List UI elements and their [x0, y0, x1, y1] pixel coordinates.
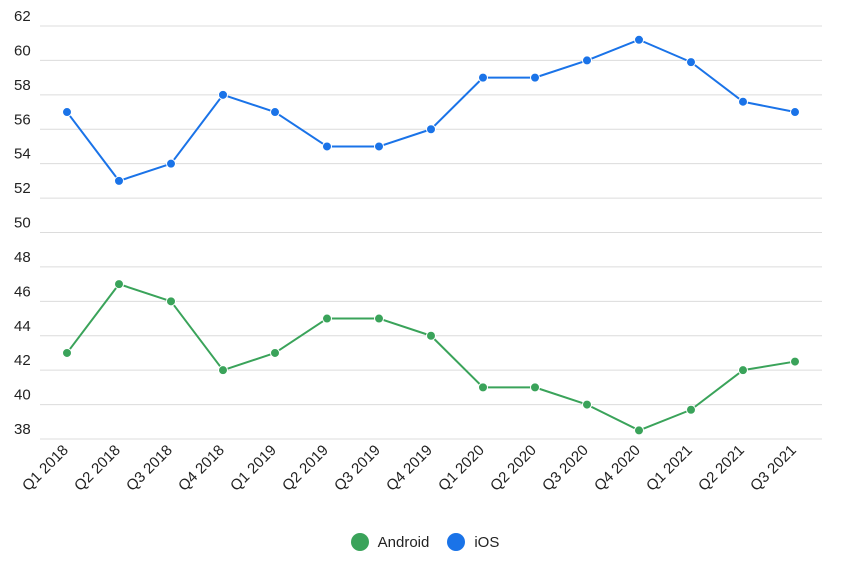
data-point-ios[interactable] — [478, 72, 488, 83]
data-point-android[interactable] — [322, 313, 332, 324]
data-point-android[interactable] — [218, 365, 228, 376]
y-tick-label: 58 — [14, 77, 31, 94]
y-tick-label: 44 — [14, 318, 31, 335]
y-tick-label: 48 — [14, 249, 31, 266]
data-point-ios[interactable] — [270, 107, 280, 118]
legend: Android iOS — [0, 533, 850, 551]
data-point-android[interactable] — [634, 425, 644, 436]
x-tick-label: Q2 2020 — [487, 442, 540, 495]
data-point-ios[interactable] — [166, 158, 176, 169]
legend-item-android[interactable]: Android — [350, 533, 430, 551]
series-line-android — [66, 283, 796, 432]
x-tick-label: Q1 2021 — [643, 442, 696, 495]
series-line-ios — [66, 38, 796, 182]
data-point-android[interactable] — [530, 382, 540, 393]
data-point-ios[interactable] — [114, 175, 124, 186]
y-tick-label: 46 — [14, 283, 31, 300]
x-tick-label: Q2 2018 — [71, 442, 124, 495]
data-point-ios[interactable] — [322, 141, 332, 152]
y-tick-label: 42 — [14, 352, 31, 369]
series-ios — [62, 34, 800, 186]
data-point-ios[interactable] — [790, 107, 800, 118]
data-point-android[interactable] — [686, 404, 696, 415]
data-point-ios[interactable] — [686, 57, 696, 68]
data-point-ios[interactable] — [582, 55, 592, 66]
x-tick-label: Q2 2019 — [279, 442, 332, 495]
data-point-android[interactable] — [270, 347, 280, 358]
data-point-android[interactable] — [62, 347, 72, 358]
x-tick-label: Q2 2021 — [695, 442, 748, 495]
x-tick-label: Q3 2019 — [331, 442, 384, 495]
series-layer — [62, 34, 800, 436]
x-tick-label: Q3 2018 — [123, 442, 176, 495]
y-tick-label: 56 — [14, 111, 31, 128]
data-point-ios[interactable] — [426, 124, 436, 135]
data-point-android[interactable] — [426, 330, 436, 341]
data-point-android[interactable] — [114, 279, 124, 290]
y-tick-label: 54 — [14, 146, 31, 163]
x-tick-label: Q4 2020 — [591, 442, 644, 495]
data-point-ios[interactable] — [530, 72, 540, 83]
data-point-android[interactable] — [582, 399, 592, 410]
x-axis-tick-labels: Q1 2018 Q2 2018 Q3 2018 Q4 2018 Q1 2019 Q2 20… — [19, 442, 800, 495]
y-tick-label: 62 — [14, 8, 31, 25]
y-axis-tick-labels: 38 40 42 44 46 48 50 52 54 56 58 60 62 — [14, 8, 31, 438]
data-point-android[interactable] — [738, 365, 748, 376]
data-point-android[interactable] — [374, 313, 384, 324]
data-point-ios[interactable] — [738, 96, 748, 107]
y-tick-label: 52 — [14, 180, 31, 197]
data-point-ios[interactable] — [634, 34, 644, 45]
series-android — [62, 279, 800, 436]
data-point-android[interactable] — [478, 382, 488, 393]
y-tick-label: 40 — [14, 387, 31, 404]
x-tick-label: Q1 2018 — [19, 442, 72, 495]
data-point-ios[interactable] — [218, 89, 228, 100]
legend-item-ios[interactable]: iOS — [447, 533, 499, 551]
x-tick-label: Q3 2021 — [747, 442, 800, 495]
gridlines — [40, 25, 822, 440]
x-tick-label: Q1 2020 — [435, 442, 488, 495]
y-tick-label: 50 — [14, 215, 31, 232]
x-tick-label: Q3 2020 — [539, 442, 592, 495]
x-tick-label: Q4 2019 — [383, 442, 436, 495]
x-tick-label: Q4 2018 — [175, 442, 228, 495]
legend-ios-label: iOS — [474, 533, 500, 551]
x-tick-label: Q1 2019 — [227, 442, 280, 495]
y-tick-label: 60 — [14, 42, 31, 59]
data-point-android[interactable] — [790, 356, 800, 367]
data-point-android[interactable] — [166, 296, 176, 307]
data-point-ios[interactable] — [62, 107, 72, 118]
legend-android-marker — [350, 533, 369, 551]
legend-android-label: Android — [377, 533, 430, 551]
legend-ios-marker — [447, 533, 466, 551]
data-point-ios[interactable] — [374, 141, 384, 152]
y-tick-label: 38 — [14, 421, 31, 438]
